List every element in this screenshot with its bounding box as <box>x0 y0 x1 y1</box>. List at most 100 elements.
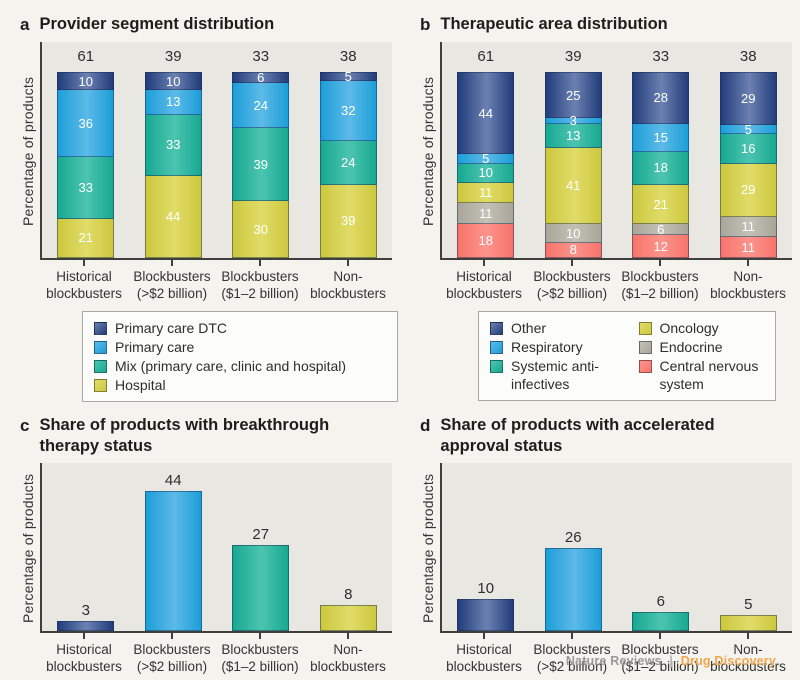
bar-teal <box>232 545 290 631</box>
teal-legend-swatch <box>490 359 503 373</box>
bar-yellow <box>319 605 377 631</box>
axis-tick <box>83 632 85 639</box>
axis-tick <box>571 259 573 266</box>
panel-d-y-axis-label: Percentage of products <box>420 473 436 623</box>
navy-legend-swatch <box>94 321 107 335</box>
blue-legend-swatch <box>490 340 503 354</box>
x-tick-label: Blockbusters ($1–2 billion) <box>621 641 699 674</box>
segment-value-label: 39 <box>253 156 268 172</box>
bar-value-label: 8 <box>344 586 353 604</box>
segment-value-label: 5 <box>482 151 490 167</box>
segment-value-label: 21 <box>78 230 93 246</box>
segment-value-label: 39 <box>341 213 356 229</box>
segment-value-label: 10 <box>166 73 181 89</box>
bar-slot: 39 10 13 33 44 <box>130 42 218 258</box>
legend-label: Mix (primary care, clinic and hospital) <box>115 357 347 374</box>
axis-tick-cell <box>704 632 792 640</box>
bar-segment-navy: 25 <box>544 71 602 119</box>
panel-b-axis-ticks <box>440 259 792 267</box>
segment-value-label: 11 <box>479 184 493 200</box>
bar-segment-blue: 15 <box>632 123 690 152</box>
panel-c-chart-area: Percentage of products 3 44 27 8 Historical… <box>16 462 392 676</box>
bar-segment-navy: 6 <box>232 71 290 84</box>
bar-segment-red: 8 <box>544 242 602 258</box>
bar-segment-navy: 44 <box>457 71 515 155</box>
bar-slot: 33 28 15 18 21 6 12 <box>617 42 705 258</box>
segment-value-label: 36 <box>78 115 93 131</box>
stacked-bar: 29 5 16 29 11 11 <box>719 71 777 258</box>
axis-tick-cell <box>216 632 304 640</box>
bar-navy <box>57 621 115 631</box>
legends-row: Primary care DTC Primary care Mix (primary… <box>0 310 800 407</box>
segment-value-label: 25 <box>566 87 581 103</box>
panel-b-title-text: Therapeutic area distribution <box>440 15 668 33</box>
panel-b-chart-area: Percentage of products 61 44 5 10 11 11 18 39 25… <box>416 41 793 303</box>
segment-value-label: 15 <box>653 129 668 145</box>
panel-c-plot: 3 44 27 8 <box>40 462 392 633</box>
bar-segment-teal: 16 <box>719 134 777 164</box>
segment-value-label: 24 <box>341 154 356 170</box>
panel-b-plot: 61 44 5 10 11 11 18 39 25 3 13 41 10 8 33 28 15 18 21 6 12 38… <box>440 41 793 260</box>
bottom-panels-row: c Share of products with breakthrough th… <box>0 413 800 676</box>
panel-c-title-text: Share of products with breakthrough ther… <box>39 415 330 455</box>
bar-slot: 10 <box>442 463 530 631</box>
segment-value-label: 5 <box>744 121 752 137</box>
bar-slot: 5 <box>705 463 793 631</box>
x-tick-label: Historical blockbusters <box>46 268 122 301</box>
axis-tick <box>171 632 173 639</box>
bar-segment-navy: 29 <box>719 71 777 126</box>
axis-tick-cell <box>440 632 528 640</box>
bar-segment-navy: 10 <box>57 71 115 91</box>
bar-total-label: 38 <box>739 48 757 66</box>
bar-segment-navy: 10 <box>144 71 202 91</box>
axis-tick <box>347 632 349 639</box>
legend-item: Oncology <box>638 319 766 337</box>
bar-slot: 61 10 36 33 21 <box>42 42 130 258</box>
legend-label: Hospital <box>115 377 166 394</box>
legend-item: Central nervous system <box>638 357 766 393</box>
panel-d-letter: d <box>420 415 431 435</box>
panel-c: c Share of products with breakthrough th… <box>0 413 400 676</box>
segment-value-label: 6 <box>657 221 665 237</box>
axis-tick <box>483 259 485 266</box>
axis-tick-cell <box>704 259 792 267</box>
bar-slot: 33 6 24 39 30 <box>217 42 305 258</box>
bar-segment-teal: 10 <box>457 163 515 183</box>
panel-d-axis-ticks <box>440 632 792 640</box>
bar-segment-navy: 5 <box>319 70 377 83</box>
x-tick-label: Non- blockbusters <box>710 641 786 674</box>
segment-value-label: 30 <box>253 221 268 237</box>
panel-b: b Therapeutic area distribution Percenta… <box>400 12 800 303</box>
panel-a-x-labels: Historical blockbusters Blockbusters (>$2… <box>40 269 392 303</box>
legend-item: Primary care DTC <box>94 319 387 337</box>
bar-segment-red: 18 <box>457 223 515 258</box>
bar-slot: 26 <box>530 463 618 631</box>
panel-b-letter: b <box>420 15 431 34</box>
legend-label: Central nervous system <box>659 357 759 393</box>
bar-value-label: 10 <box>477 580 495 598</box>
panel-a: a Provider segment distribution Percenta… <box>0 12 400 303</box>
bar-segment-red: 12 <box>632 235 690 258</box>
bar-slot: 38 29 5 16 29 11 11 <box>705 42 793 258</box>
segment-value-label: 41 <box>566 178 581 194</box>
axis-tick-cell <box>216 259 304 267</box>
segment-value-label: 10 <box>478 165 493 181</box>
bar-segment-teal: 39 <box>232 128 290 202</box>
legend-label: Systemic anti-infectives <box>511 357 599 393</box>
segment-value-label: 28 <box>653 90 668 106</box>
bar-slot: 38 5 32 24 39 <box>305 42 393 258</box>
bar-segment-yellow: 11 <box>457 182 515 204</box>
legend-item: Other <box>490 319 617 337</box>
legend-label: Oncology <box>659 319 719 336</box>
x-tick-label: Non- blockbusters <box>310 268 386 301</box>
panel-c-title: c Share of products with breakthrough th… <box>20 415 392 457</box>
bar-slot: 3 <box>42 463 130 631</box>
axis-tick <box>571 632 573 639</box>
bar-segment-teal: 13 <box>544 123 602 148</box>
axis-tick-cell <box>304 632 392 640</box>
bar-segment-blue: 13 <box>144 90 202 115</box>
bar-value-label: 3 <box>81 602 90 620</box>
segment-value-label: 10 <box>78 73 93 89</box>
segment-value-label: 29 <box>741 90 756 106</box>
